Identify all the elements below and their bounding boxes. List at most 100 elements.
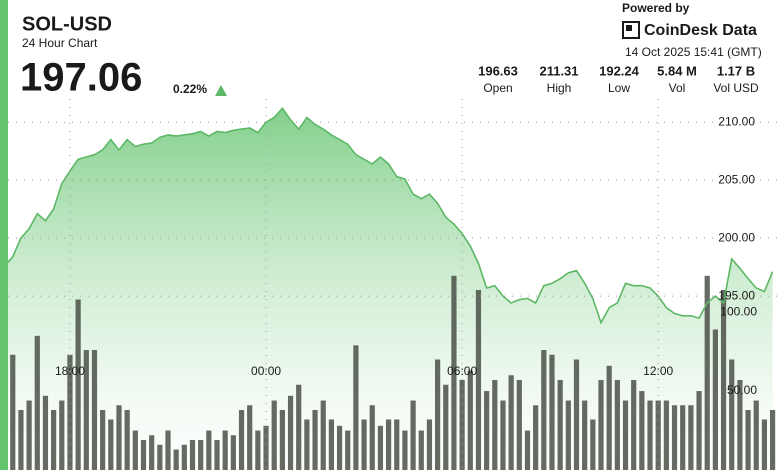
x-tick-label: 12:00 — [643, 364, 673, 378]
volume-bar — [149, 435, 155, 470]
stat-label: Vol USD — [713, 81, 759, 95]
stat-label: Open — [483, 81, 512, 95]
volume-bar — [222, 430, 228, 470]
volume-bar — [663, 400, 669, 470]
volume-bar — [435, 359, 441, 470]
volume-bar — [296, 384, 302, 470]
volume-bar — [394, 419, 400, 470]
volume-bar — [181, 444, 187, 470]
volume-bar — [10, 354, 16, 470]
y2-tick-label: 100.00 — [720, 304, 757, 318]
accent-stripe — [0, 0, 8, 470]
subtitle: 24 Hour Chart — [22, 36, 98, 50]
volume-bar — [26, 400, 32, 470]
volume-bar — [443, 384, 449, 470]
volume-bar — [729, 359, 735, 470]
volume-bar — [83, 350, 89, 470]
volume-bar — [42, 395, 49, 470]
stat-value: 1.17 B — [717, 63, 755, 78]
volume-bar — [320, 400, 326, 470]
volume-bar — [116, 405, 122, 470]
volume-bar — [100, 410, 106, 470]
volume-bar — [631, 380, 637, 470]
volume-bar — [533, 405, 539, 470]
volume-bar — [688, 405, 694, 470]
volume-bar — [524, 430, 531, 470]
volume-bar — [737, 380, 743, 470]
volume-bar — [385, 419, 392, 470]
volume-bar — [606, 365, 612, 470]
volume-bar — [467, 370, 473, 470]
volume-bar — [582, 400, 588, 470]
volume-bar — [680, 405, 686, 470]
volume-bar — [214, 440, 220, 470]
volume-bar — [712, 329, 718, 470]
volume-bar — [263, 425, 269, 470]
volume-bar — [451, 275, 457, 470]
volume-bar — [508, 375, 514, 470]
volume-bar — [279, 410, 285, 470]
volume-bar — [189, 440, 196, 470]
stat-label: Low — [608, 81, 630, 95]
volume-bar — [67, 354, 73, 470]
x-tick-label: 00:00 — [251, 364, 281, 378]
stat-value: 211.31 — [539, 63, 578, 78]
up-arrow — [215, 85, 227, 96]
volume-bar — [51, 410, 57, 470]
y-tick-label: 195.00 — [718, 288, 755, 302]
volume-bar — [255, 430, 261, 470]
volume-bar — [557, 380, 563, 470]
volume-bar — [459, 380, 465, 470]
volume-bar — [247, 405, 253, 470]
volume-bar — [484, 391, 490, 470]
y2-tick-label: 50.00 — [727, 383, 757, 397]
volume-bar — [500, 400, 506, 470]
volume-bar — [361, 419, 367, 470]
volume-bar — [614, 380, 620, 470]
change: 0.22% — [173, 82, 207, 96]
volume-bar — [287, 395, 294, 470]
volume-bar — [541, 350, 547, 470]
volume-bar — [647, 400, 653, 470]
volume-bar — [132, 430, 138, 470]
volume-bar — [402, 430, 408, 470]
volume-bar — [720, 290, 727, 470]
volume-bar — [369, 405, 375, 470]
price-line — [3, 107, 774, 325]
plot: 195.00 200.00 205.00 210.00 50.00 100.00 18:00… — [1, 99, 780, 470]
volume-bar — [418, 430, 424, 470]
powered-by: Powered by — [622, 1, 690, 15]
x-tick-label: 06:00 — [447, 364, 477, 378]
volume-bar — [410, 400, 416, 470]
volume-bar — [598, 380, 604, 470]
volume-bar — [745, 410, 751, 470]
volume-bar — [230, 435, 236, 470]
volume-bar — [353, 345, 359, 470]
volume-bar — [622, 400, 629, 470]
price: 197.06 — [20, 56, 142, 100]
volume-bar — [704, 275, 710, 470]
volume-bar — [639, 391, 645, 470]
volume-bar — [377, 425, 384, 470]
volume-bar — [328, 419, 334, 470]
volume-bar — [91, 350, 98, 470]
volume-bar — [565, 400, 571, 470]
volume-bar — [475, 290, 482, 470]
price-area — [4, 108, 773, 470]
stat-label: High — [547, 81, 572, 95]
volume-bar — [336, 425, 343, 470]
x-tick-label: 18:00 — [55, 364, 85, 378]
volume-bar — [140, 440, 147, 470]
volume-bar — [492, 380, 498, 470]
volume-bar — [549, 354, 555, 470]
volume-bar — [696, 391, 702, 470]
volume-bar — [304, 419, 310, 470]
volume-bar — [124, 410, 130, 470]
volume-bar — [18, 410, 24, 470]
volume-bar — [761, 419, 768, 470]
volume-bar — [590, 419, 596, 470]
brand-logo — [622, 21, 640, 39]
volume-bar — [426, 419, 433, 470]
y-tick-label: 210.00 — [718, 114, 755, 128]
